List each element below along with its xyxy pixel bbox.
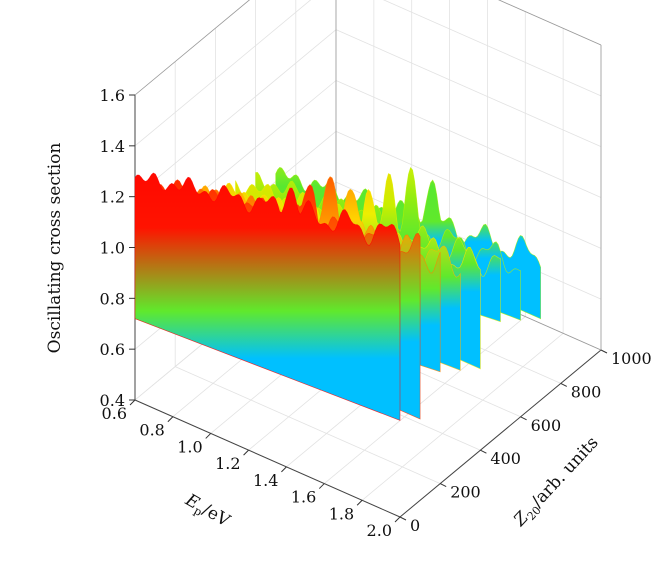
floor-grid-line — [175, 366, 441, 484]
x-tick-label: 1.8 — [329, 504, 354, 523]
x-tick-mark — [281, 466, 287, 473]
y-tick-label: 200 — [450, 483, 481, 502]
wall-grid-line — [335, 29, 602, 148]
y-axis-line — [399, 349, 602, 518]
x-tick-mark — [318, 483, 325, 489]
y-tick-label: 0 — [410, 516, 420, 535]
z-tick-label: 1.0 — [100, 239, 125, 258]
x-tick-mark — [129, 399, 136, 406]
x-tick-mark — [243, 449, 249, 456]
x-tick-mark — [205, 433, 212, 439]
z-axis-label: Oscillating cross section — [45, 143, 65, 354]
wall-grid-line — [382, 0, 602, 97]
y-axis-label-unit: /arb. units — [528, 433, 603, 511]
surface-ridge — [134, 172, 401, 421]
wall-grid-line — [134, 0, 312, 147]
x-tick-mark — [167, 416, 174, 423]
wall-grid-line — [134, 0, 250, 96]
y-tick-label: 400 — [490, 449, 521, 468]
z-tick-label: 0.4 — [100, 391, 125, 410]
x-tick-label: 1.2 — [215, 454, 240, 473]
floor-grid-line — [324, 316, 526, 484]
wall-grid-line — [498, 0, 602, 46]
y-axis-label: Z20/arb. units — [509, 433, 604, 532]
wall-grid-line — [335, 130, 602, 249]
x-tick-label: 1.4 — [253, 471, 278, 490]
z-tick-label: 1.4 — [100, 137, 125, 156]
back-top-edge — [498, 0, 602, 46]
x-tick-label: 0.8 — [139, 421, 164, 440]
z-tick-label: 0.8 — [100, 289, 125, 308]
wall-grid-line — [335, 80, 602, 198]
z-tick-label: 0.6 — [100, 340, 125, 359]
x-tick-label: 2.0 — [367, 521, 392, 540]
surface-plot — [134, 166, 541, 421]
y-tick-mark — [399, 516, 407, 521]
back-top-edge — [134, 0, 250, 96]
tick-labels: 0.40.60.81.01.21.41.60.60.81.01.21.41.61… — [100, 86, 652, 540]
y-tick-mark — [439, 483, 447, 488]
z-tick-label: 1.2 — [100, 188, 125, 207]
x-axis-label: Ep/eV — [180, 490, 234, 534]
x-tick-label: 0.6 — [102, 404, 127, 423]
y-tick-mark — [520, 416, 527, 421]
y-tick-mark — [480, 449, 487, 454]
x-tick-mark — [394, 516, 401, 523]
y-tick-label: 800 — [571, 382, 602, 401]
x-tick-mark — [356, 499, 363, 506]
floor-grid-line — [361, 332, 564, 501]
x-tick-label: 1.6 — [291, 488, 316, 507]
z-tick-label: 1.6 — [100, 86, 125, 105]
y-tick-label: 600 — [531, 416, 562, 435]
x-axis-label-unit: /eV — [199, 500, 234, 532]
x-tick-label: 1.0 — [177, 437, 202, 456]
y-tick-mark — [600, 349, 608, 354]
y-tick-mark — [560, 382, 568, 387]
x-axis-line — [134, 399, 401, 518]
y-tick-label: 1000 — [611, 349, 652, 368]
wall-grid-line — [134, 29, 337, 197]
